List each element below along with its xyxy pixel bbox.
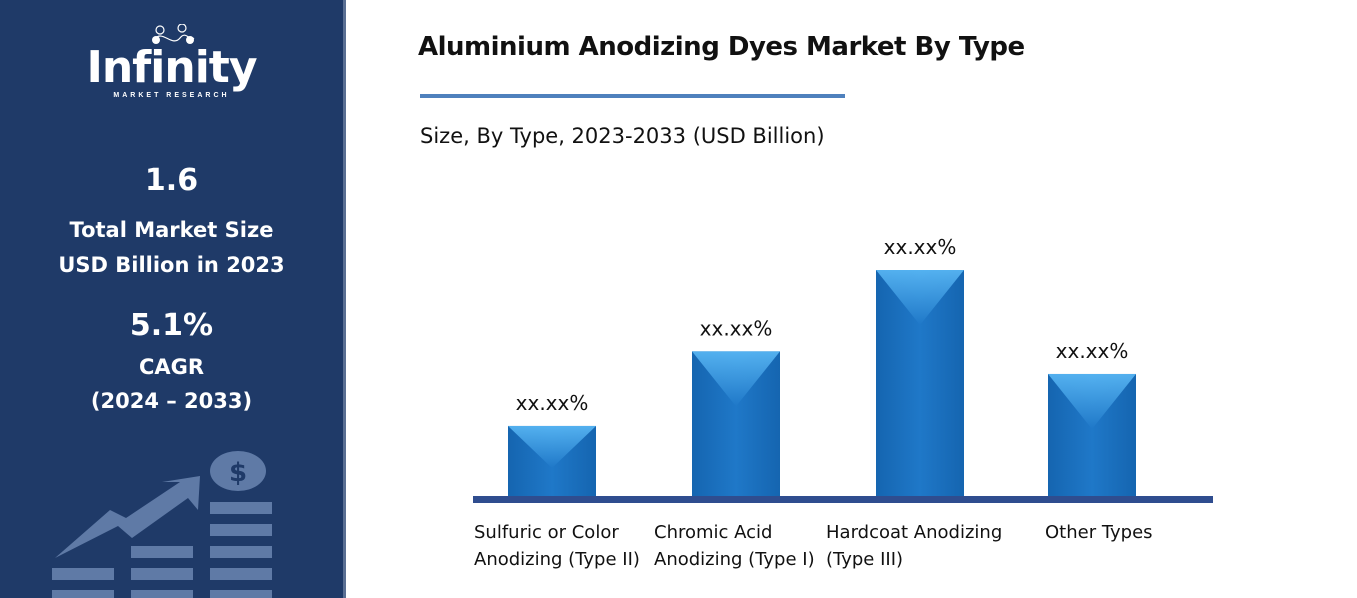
bar xyxy=(1048,373,1136,496)
market-size-unit: USD Billion in 2023 xyxy=(58,253,285,277)
category-label: Hardcoat Anodizing xyxy=(826,522,1002,543)
cagr-value: 5.1% xyxy=(129,308,214,343)
data-label: xx.xx% xyxy=(1056,339,1129,363)
category-label: Sulfuric or Color xyxy=(474,522,619,543)
bar xyxy=(876,270,964,496)
data-label: xx.xx% xyxy=(884,235,957,259)
chart-title: Aluminium Anodizing Dyes Market By Type xyxy=(418,32,1025,62)
data-label: xx.xx% xyxy=(516,391,589,415)
bar xyxy=(508,425,596,496)
bar xyxy=(692,351,780,496)
logo-tagline: MARKET RESEARCH xyxy=(113,92,230,99)
category-label: Other Types xyxy=(1045,522,1153,543)
market-size-label: Total Market Size xyxy=(69,218,274,242)
chart-subtitle: Size, By Type, 2023-2033 (USD Billion) xyxy=(420,124,825,148)
category-label: Chromic Acid xyxy=(654,522,772,543)
data-label: xx.xx% xyxy=(700,316,773,340)
logo-text: Infinity xyxy=(86,42,257,93)
market-size-value: 1.6 xyxy=(144,163,199,198)
category-label: (Type III) xyxy=(826,549,903,570)
sidebar: Infinity MARKET RESEARCH 1.6 Total Marke… xyxy=(0,0,346,598)
cagr-period: (2024 – 2033) xyxy=(90,389,253,413)
svg-text:$: $ xyxy=(229,458,247,488)
growth-chart-icon: $ xyxy=(52,451,272,598)
category-label: Anodizing (Type I) xyxy=(654,549,815,570)
logo: Infinity MARKET RESEARCH xyxy=(0,24,343,99)
x-axis-line xyxy=(473,496,1213,503)
title-underline xyxy=(420,94,845,98)
cagr-label: CAGR xyxy=(138,355,205,379)
logo-infinity-icon xyxy=(151,24,194,44)
category-label: Anodizing (Type II) xyxy=(474,549,640,570)
